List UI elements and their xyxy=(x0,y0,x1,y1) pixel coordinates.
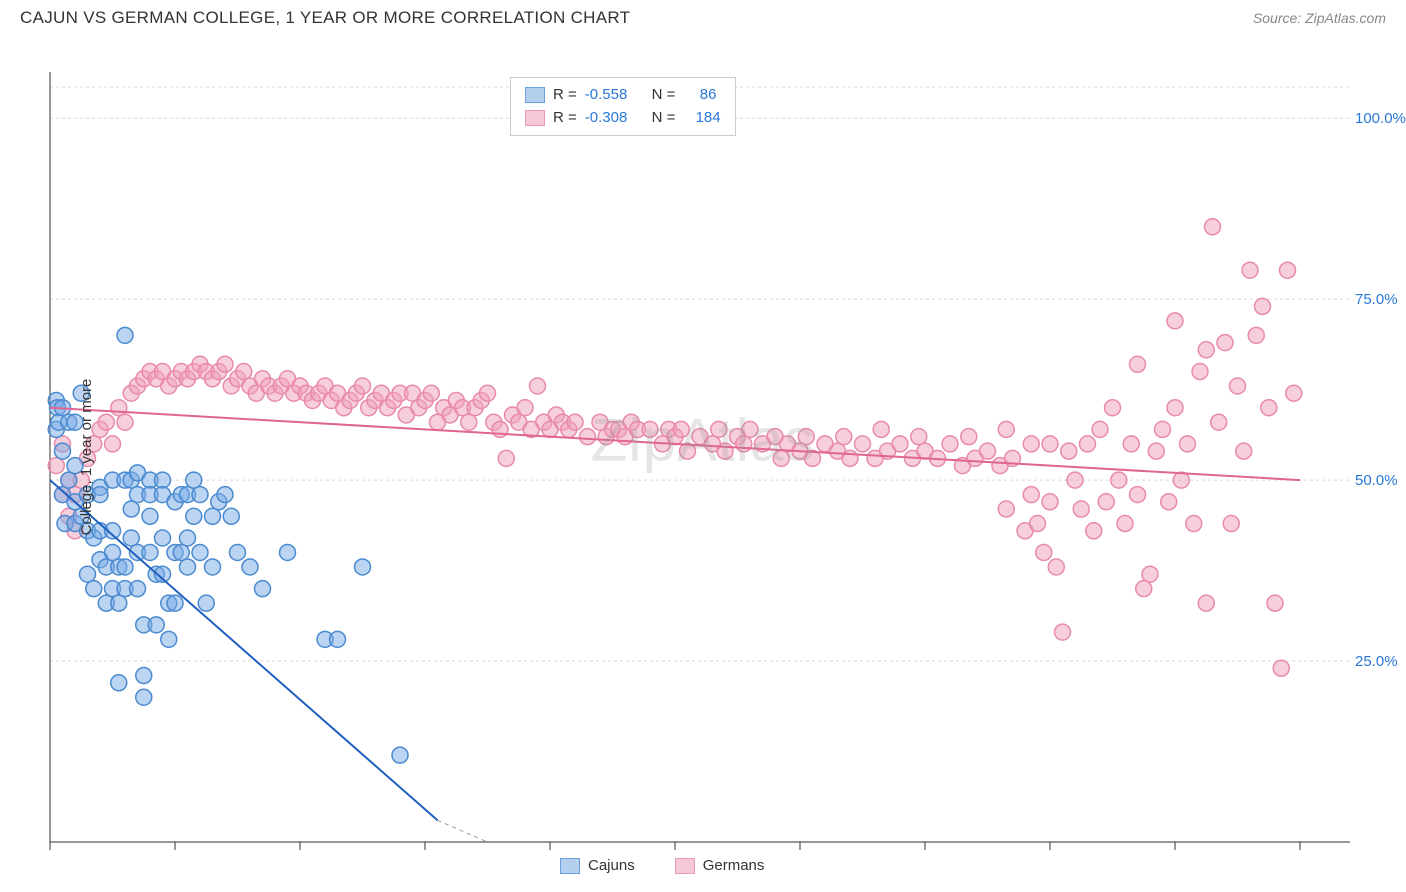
germans-swatch-icon xyxy=(675,858,695,874)
cajuns-n-value: 86 xyxy=(700,84,717,107)
cajuns-label: Cajuns xyxy=(588,857,635,874)
r-label: R = xyxy=(553,107,577,130)
svg-text:25.0%: 25.0% xyxy=(1355,653,1398,670)
series-legend: Cajuns Germans xyxy=(560,857,764,874)
svg-text:50.0%: 50.0% xyxy=(1355,472,1398,489)
germans-swatch-icon xyxy=(525,110,545,126)
svg-text:75.0%: 75.0% xyxy=(1355,291,1398,308)
n-label: N = xyxy=(652,107,676,130)
germans-n-value: 184 xyxy=(696,107,721,130)
chart-source: Source: ZipAtlas.com xyxy=(1253,10,1386,26)
source-link[interactable]: ZipAtlas.com xyxy=(1305,10,1386,26)
cajuns-swatch-icon xyxy=(525,87,545,103)
y-axis-label: College, 1 year or more xyxy=(78,379,95,536)
legend-row-germans: R = -0.308 N = 184 xyxy=(525,107,721,130)
cajuns-r-value: -0.558 xyxy=(585,84,628,107)
legend-row-cajuns: R = -0.558 N = 86 xyxy=(525,84,721,107)
svg-text:100.0%: 100.0% xyxy=(1355,110,1406,127)
legend-item-cajuns: Cajuns xyxy=(560,857,635,874)
chart-title: CAJUN VS GERMAN COLLEGE, 1 YEAR OR MORE … xyxy=(20,8,630,28)
source-prefix: Source: xyxy=(1253,10,1305,26)
n-label: N = xyxy=(652,84,676,107)
germans-r-value: -0.308 xyxy=(585,107,628,130)
r-label: R = xyxy=(553,84,577,107)
legend-item-germans: Germans xyxy=(675,857,765,874)
scatter-chart: 25.0%50.0%75.0%100.0%0.0%100.0% College,… xyxy=(0,32,1406,882)
correlation-legend: R = -0.558 N = 86 R = -0.308 N = 184 xyxy=(510,77,736,136)
cajuns-swatch-icon xyxy=(560,858,580,874)
germans-label: Germans xyxy=(703,857,765,874)
